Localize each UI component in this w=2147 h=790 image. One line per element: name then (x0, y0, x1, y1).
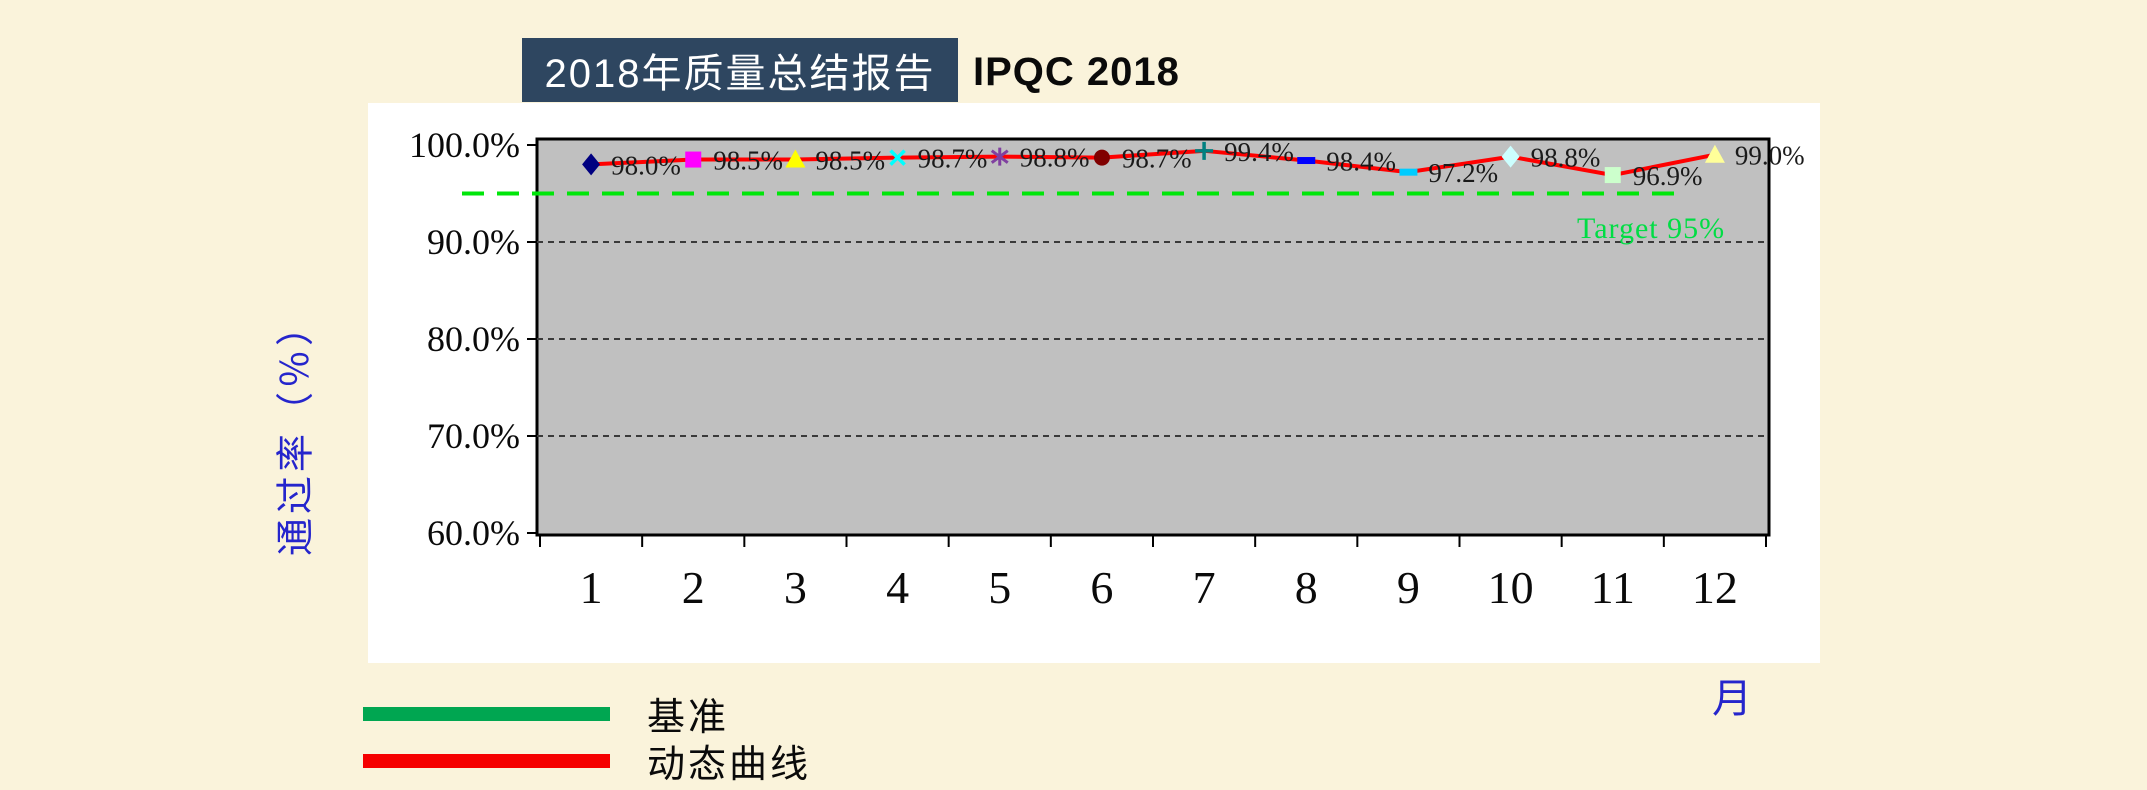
marker-dash (1297, 157, 1316, 165)
x-tick-label: 7 (1193, 562, 1216, 613)
marker-x (889, 149, 906, 166)
marker-dash (1399, 168, 1418, 176)
y-tick-label: 80.0% (427, 319, 520, 359)
marker-plus (1195, 141, 1214, 160)
marker-triangle (1704, 144, 1725, 163)
report-title-box: 2018年质量总结报告 (522, 38, 958, 102)
report-title: 2018年质量总结报告 (544, 52, 936, 96)
marker-square (1604, 167, 1621, 184)
marker-square (685, 151, 702, 168)
data-label: 97.2% (1428, 158, 1498, 188)
marker-circle (1093, 149, 1110, 166)
x-tick-label: 11 (1591, 562, 1635, 613)
y-tick-label: 70.0% (427, 416, 520, 456)
data-label: 98.8% (1531, 143, 1601, 173)
data-label: 99.0% (1735, 141, 1805, 171)
plot-area (535, 137, 1771, 537)
legend-row: 基准 (363, 690, 811, 739)
data-label: 99.4% (1224, 137, 1294, 167)
y-tick-label: 90.0% (427, 222, 520, 262)
data-label: 98.7% (1122, 144, 1192, 174)
legend-row: 动态曲线 (363, 737, 811, 786)
y-tick-label: 100.0% (409, 125, 520, 165)
data-label: 98.5% (815, 146, 885, 176)
x-tick-label: 8 (1295, 562, 1318, 613)
x-tick-label: 2 (682, 562, 705, 613)
marker-diamond (582, 153, 601, 176)
y-axis-title: 通过率（％） (275, 303, 318, 557)
data-label: 98.7% (918, 144, 988, 174)
y-tick-label: 60.0% (427, 513, 520, 553)
x-tick-label: 12 (1692, 562, 1738, 613)
x-tick-label: 10 (1488, 562, 1534, 613)
data-label: 98.4% (1326, 147, 1396, 177)
x-tick-label: 4 (886, 562, 909, 613)
data-label: 98.8% (1020, 143, 1090, 173)
pass-rate-line-chart: 100.0%90.0%80.0%70.0%60.0%1 2 3 4 5 6 7 8 9 10 11 1… (409, 125, 1805, 613)
legend-label: 动态曲线 (647, 744, 812, 786)
marker-triangle (785, 149, 806, 168)
legend-label: 基准 (647, 697, 730, 739)
data-label: 98.0% (611, 150, 681, 180)
x-tick-label: 1 (580, 562, 603, 613)
marker-diamond (1501, 145, 1520, 168)
x-tick-label: 6 (1090, 562, 1113, 613)
chart-legend: 基准 动态曲线 (363, 690, 811, 786)
chart-canvas: 100.0% 90.0% 80.0% 70.0% 60.0% 1 2 3 4 5 6 7 8 9 10 11 1… (368, 103, 1820, 663)
x-tick-label: 5 (988, 562, 1011, 613)
x-axis-unit: 月 (1712, 676, 1752, 721)
target-annotation: Target 95% (1577, 212, 1725, 245)
x-tick-label: 3 (784, 562, 807, 613)
series-line (590, 148, 1716, 178)
legend-swatch (363, 706, 610, 721)
legend-swatch (363, 753, 610, 768)
data-label: 98.5% (713, 146, 783, 176)
marker-asterisk (990, 147, 1009, 166)
x-tick-label: 9 (1397, 562, 1420, 613)
chart-subtitle: IPQC 2018 (973, 50, 1180, 94)
data-label: 96.9% (1633, 161, 1703, 191)
